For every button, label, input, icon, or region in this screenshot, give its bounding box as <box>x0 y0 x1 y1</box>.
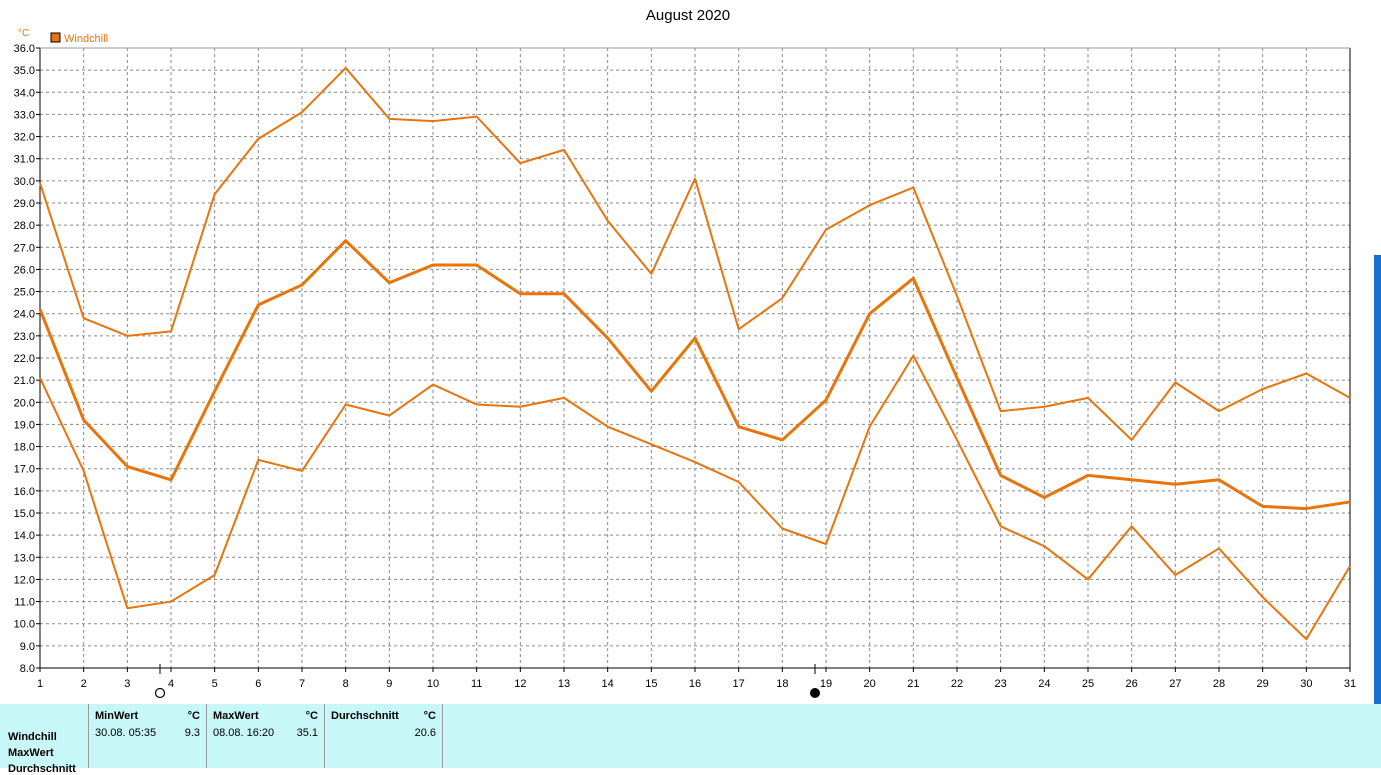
series-line-3 <box>39 354 1351 641</box>
x-tick-label: 22 <box>951 678 963 690</box>
legend-label: Windchill <box>64 33 108 45</box>
x-tick-label: 13 <box>558 678 570 690</box>
y-tick-label: 28.0 <box>14 220 35 232</box>
y-tick-label: 20.0 <box>14 397 35 409</box>
chart-title: August 2020 <box>646 7 730 24</box>
x-tick-label: 31 <box>1344 678 1356 690</box>
x-tick-label: 4 <box>168 678 174 690</box>
x-tick-label: 1 <box>37 678 43 690</box>
x-tick-label: 3 <box>124 678 130 690</box>
x-tick-label: 20 <box>864 678 876 690</box>
series-line-2 <box>38 239 1351 511</box>
y-tick-label: 30.0 <box>14 176 35 188</box>
full-moon-icon <box>154 687 166 699</box>
x-tick-label: 11 <box>471 678 482 690</box>
max-header: MaxWert <box>213 710 259 722</box>
row-label-durchschnitt: Durchschnitt <box>8 763 76 775</box>
stats-panel: Windchill MaxWert Durchschnitt MinWert °… <box>0 704 1381 775</box>
row-label-maxwert: MaxWert <box>8 747 54 759</box>
y-tick-label: 34.0 <box>14 87 35 99</box>
y-tick-label: 22.0 <box>14 353 35 365</box>
min-datetime: 30.08. 05:35 <box>95 727 157 739</box>
min-value: 9.3 <box>184 727 200 739</box>
avg-value: 20.6 <box>414 727 436 739</box>
x-tick-label: 19 <box>820 678 832 690</box>
x-tick-label: 27 <box>1169 678 1181 690</box>
x-tick-label: 2 <box>81 678 87 690</box>
window-edge <box>1366 0 1381 704</box>
y-tick-label: 35.0 <box>14 65 35 77</box>
x-tick-label: 21 <box>907 678 919 690</box>
x-tick-label: 18 <box>776 678 788 690</box>
desktop-background <box>1374 255 1381 704</box>
x-tick-label: 26 <box>1126 678 1138 690</box>
y-tick-label: 8.0 <box>20 663 35 675</box>
y-tick-label: 12.0 <box>14 574 35 586</box>
x-tick-label: 24 <box>1038 678 1050 690</box>
x-tick-label: 14 <box>602 678 614 690</box>
max-value: 35.1 <box>296 727 318 739</box>
y-tick-label: 19.0 <box>14 419 35 431</box>
max-unit: °C <box>305 710 318 722</box>
y-tick-label: 11.0 <box>14 597 35 609</box>
y-tick-label: 25.0 <box>14 287 35 299</box>
x-tick-label: 7 <box>299 678 305 690</box>
y-tick-label: 9.0 <box>20 641 35 653</box>
x-tick-label: 23 <box>995 678 1007 690</box>
avg-header: Durchschnitt <box>331 710 399 722</box>
x-tick-label: 8 <box>343 678 349 690</box>
y-tick-label: 15.0 <box>14 508 35 520</box>
y-tick-label: 16.0 <box>14 486 35 498</box>
y-tick-label: 33.0 <box>14 109 35 121</box>
legend-swatch <box>50 32 61 43</box>
avg-cell: Durchschnitt °C 20.6 <box>324 704 443 768</box>
series-line-1 <box>39 66 1351 441</box>
y-tick-label: 24.0 <box>14 309 35 321</box>
chart: August 2020 °C Windchill 8.0 9.0 10.0 11.0 12.0… <box>14 7 1356 699</box>
y-tick-label: 23.0 <box>14 331 35 343</box>
y-tick-label: 29.0 <box>14 198 35 210</box>
y-tick-label: 26.0 <box>14 264 35 276</box>
x-tick-label: 17 <box>733 678 745 690</box>
y-tick-label: 36.0 <box>14 43 35 55</box>
min-cell: MinWert °C 30.08. 05:35 9.3 <box>88 704 207 768</box>
min-unit: °C <box>187 710 200 722</box>
max-datetime: 08.08. 16:20 <box>213 727 275 739</box>
y-tick-label: 31.0 <box>14 154 35 166</box>
y-tick-label: 27.0 <box>14 242 35 254</box>
y-tick-label: 32.0 <box>14 132 35 144</box>
avg-unit: °C <box>423 710 436 722</box>
x-tick-label: 15 <box>645 678 657 690</box>
y-axis-unit: °C <box>18 28 29 39</box>
x-tick-label: 10 <box>427 678 439 690</box>
x-tick-label: 12 <box>514 678 526 690</box>
x-tick-label: 29 <box>1257 678 1269 690</box>
new-moon-icon <box>810 688 820 698</box>
x-tick-label: 5 <box>212 678 218 690</box>
y-tick-label: 13.0 <box>14 552 35 564</box>
x-tick-label: 9 <box>386 678 392 690</box>
max-cell: MaxWert °C 08.08. 16:20 35.1 <box>206 704 325 768</box>
y-tick-label: 10.0 <box>14 619 35 631</box>
x-tick-label: 30 <box>1300 678 1312 690</box>
y-tick-label: 17.0 <box>14 464 35 476</box>
x-tick-label: 25 <box>1082 678 1094 690</box>
y-tick-label: 18.0 <box>14 442 35 454</box>
row-label-windchill: Windchill <box>8 731 57 743</box>
y-tick-label: 14.0 <box>14 530 35 542</box>
y-tick-label: 21.0 <box>14 375 35 387</box>
x-tick-label: 16 <box>689 678 701 690</box>
min-header: MinWert <box>95 710 139 722</box>
x-tick-label: 6 <box>255 678 261 690</box>
x-tick-label: 28 <box>1213 678 1225 690</box>
